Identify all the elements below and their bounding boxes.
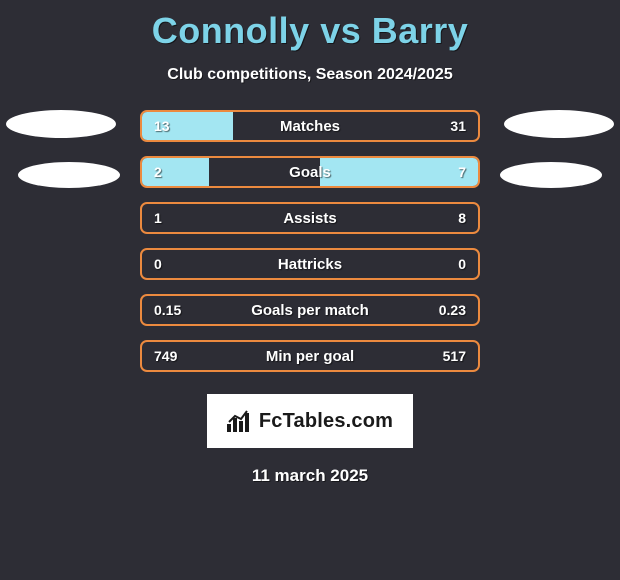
stat-row: 1331Matches (140, 110, 480, 142)
stat-value-left: 1 (142, 204, 174, 232)
source-logo: FcTables.com (207, 394, 413, 448)
stat-label: Assists (142, 204, 478, 232)
player-right-badge-1 (504, 110, 614, 138)
stat-rows: 1331Matches27Goals18Assists00Hattricks0.… (140, 110, 480, 372)
stat-value-right: 0.23 (427, 296, 478, 324)
stat-row: 749 517Min per goal (140, 340, 480, 372)
subtitle: Club competitions, Season 2024/2025 (0, 66, 620, 84)
page-title: Connolly vs Barry (0, 0, 620, 52)
stat-value-left: 0.15 (142, 296, 193, 324)
stat-row: 0.150.23Goals per match (140, 294, 480, 326)
stat-value-left: 749 (142, 342, 189, 370)
stat-value-right: 31 (438, 112, 478, 140)
stat-value-right: 7 (446, 158, 478, 186)
stat-label: Hattricks (142, 250, 478, 278)
stat-row: 0 0Hattricks (140, 248, 480, 280)
stat-row: 27Goals (140, 156, 480, 188)
stat-value-right: 0 (446, 250, 478, 278)
stat-value-right: 8 (446, 204, 478, 232)
stat-row: 1 8Assists (140, 202, 480, 234)
stat-value-left: 2 (142, 158, 174, 186)
stat-value-right: 517 (431, 342, 478, 370)
stat-label: Min per goal (142, 342, 478, 370)
date-label: 11 march 2025 (0, 466, 620, 486)
stat-value-left: 0 (142, 250, 174, 278)
player-right-badge-2 (500, 162, 602, 188)
player-left-badge-1 (6, 110, 116, 138)
player-left-badge-2 (18, 162, 120, 188)
bar-chart-icon (227, 410, 253, 432)
stat-value-left: 13 (142, 112, 182, 140)
comparison-chart: 1331Matches27Goals18Assists00Hattricks0.… (0, 110, 620, 372)
source-logo-text: FcTables.com (259, 410, 393, 433)
